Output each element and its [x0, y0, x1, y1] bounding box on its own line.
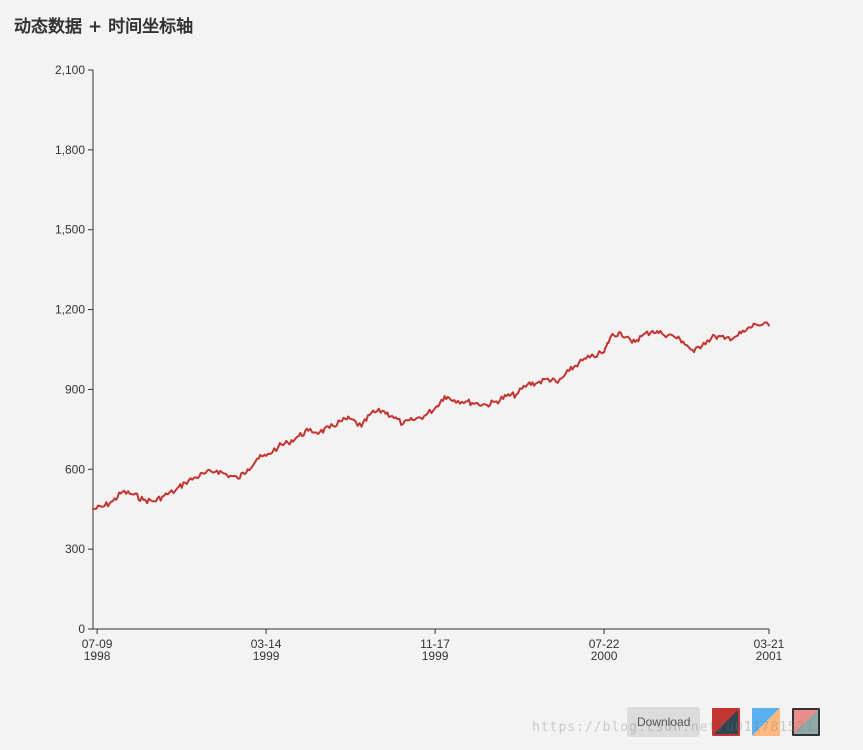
- x-tick-label-year: 2001: [756, 649, 783, 663]
- x-tick-label-year: 1999: [422, 649, 449, 663]
- x-tick-label-year: 1998: [84, 649, 111, 663]
- y-tick-label: 600: [65, 462, 85, 476]
- plot-area: [92, 321, 770, 511]
- theme-switcher: [712, 708, 821, 736]
- download-button[interactable]: Download: [627, 707, 701, 737]
- chart-title: 动态数据 + 时间坐标轴: [14, 17, 194, 37]
- y-tick-label: 1,800: [55, 143, 85, 157]
- theme-swatch-blue-yellow[interactable]: [752, 708, 781, 736]
- y-tick-label: 300: [65, 542, 85, 556]
- y-tick-label: 900: [65, 382, 85, 396]
- y-axis: 0 300 600 900 1,200 1,500 1,800 2,100: [55, 63, 94, 636]
- y-tick-label: 1,500: [55, 223, 85, 237]
- x-tick-label-date: 03-14: [251, 637, 282, 651]
- x-tick-label-date: 11-17: [420, 637, 450, 651]
- x-tick-label-year: 2000: [591, 649, 618, 663]
- x-tick-label-date: 03-21: [754, 637, 785, 651]
- y-tick-label: 0: [78, 622, 85, 636]
- y-tick-label: 2,100: [55, 63, 85, 77]
- theme-swatch-red-dark[interactable]: [712, 708, 741, 736]
- x-axis: 07-09199803-14199911-17199907-22200003-2…: [82, 628, 785, 663]
- x-tick-label-year: 1999: [253, 649, 280, 663]
- series-line: [92, 321, 770, 511]
- theme-swatch-pink-gray[interactable]: [792, 708, 821, 736]
- x-tick-label-date: 07-09: [82, 637, 113, 651]
- toolbar: Download: [627, 706, 821, 738]
- x-tick-label-date: 07-22: [589, 637, 620, 651]
- y-tick-label: 1,200: [55, 303, 85, 317]
